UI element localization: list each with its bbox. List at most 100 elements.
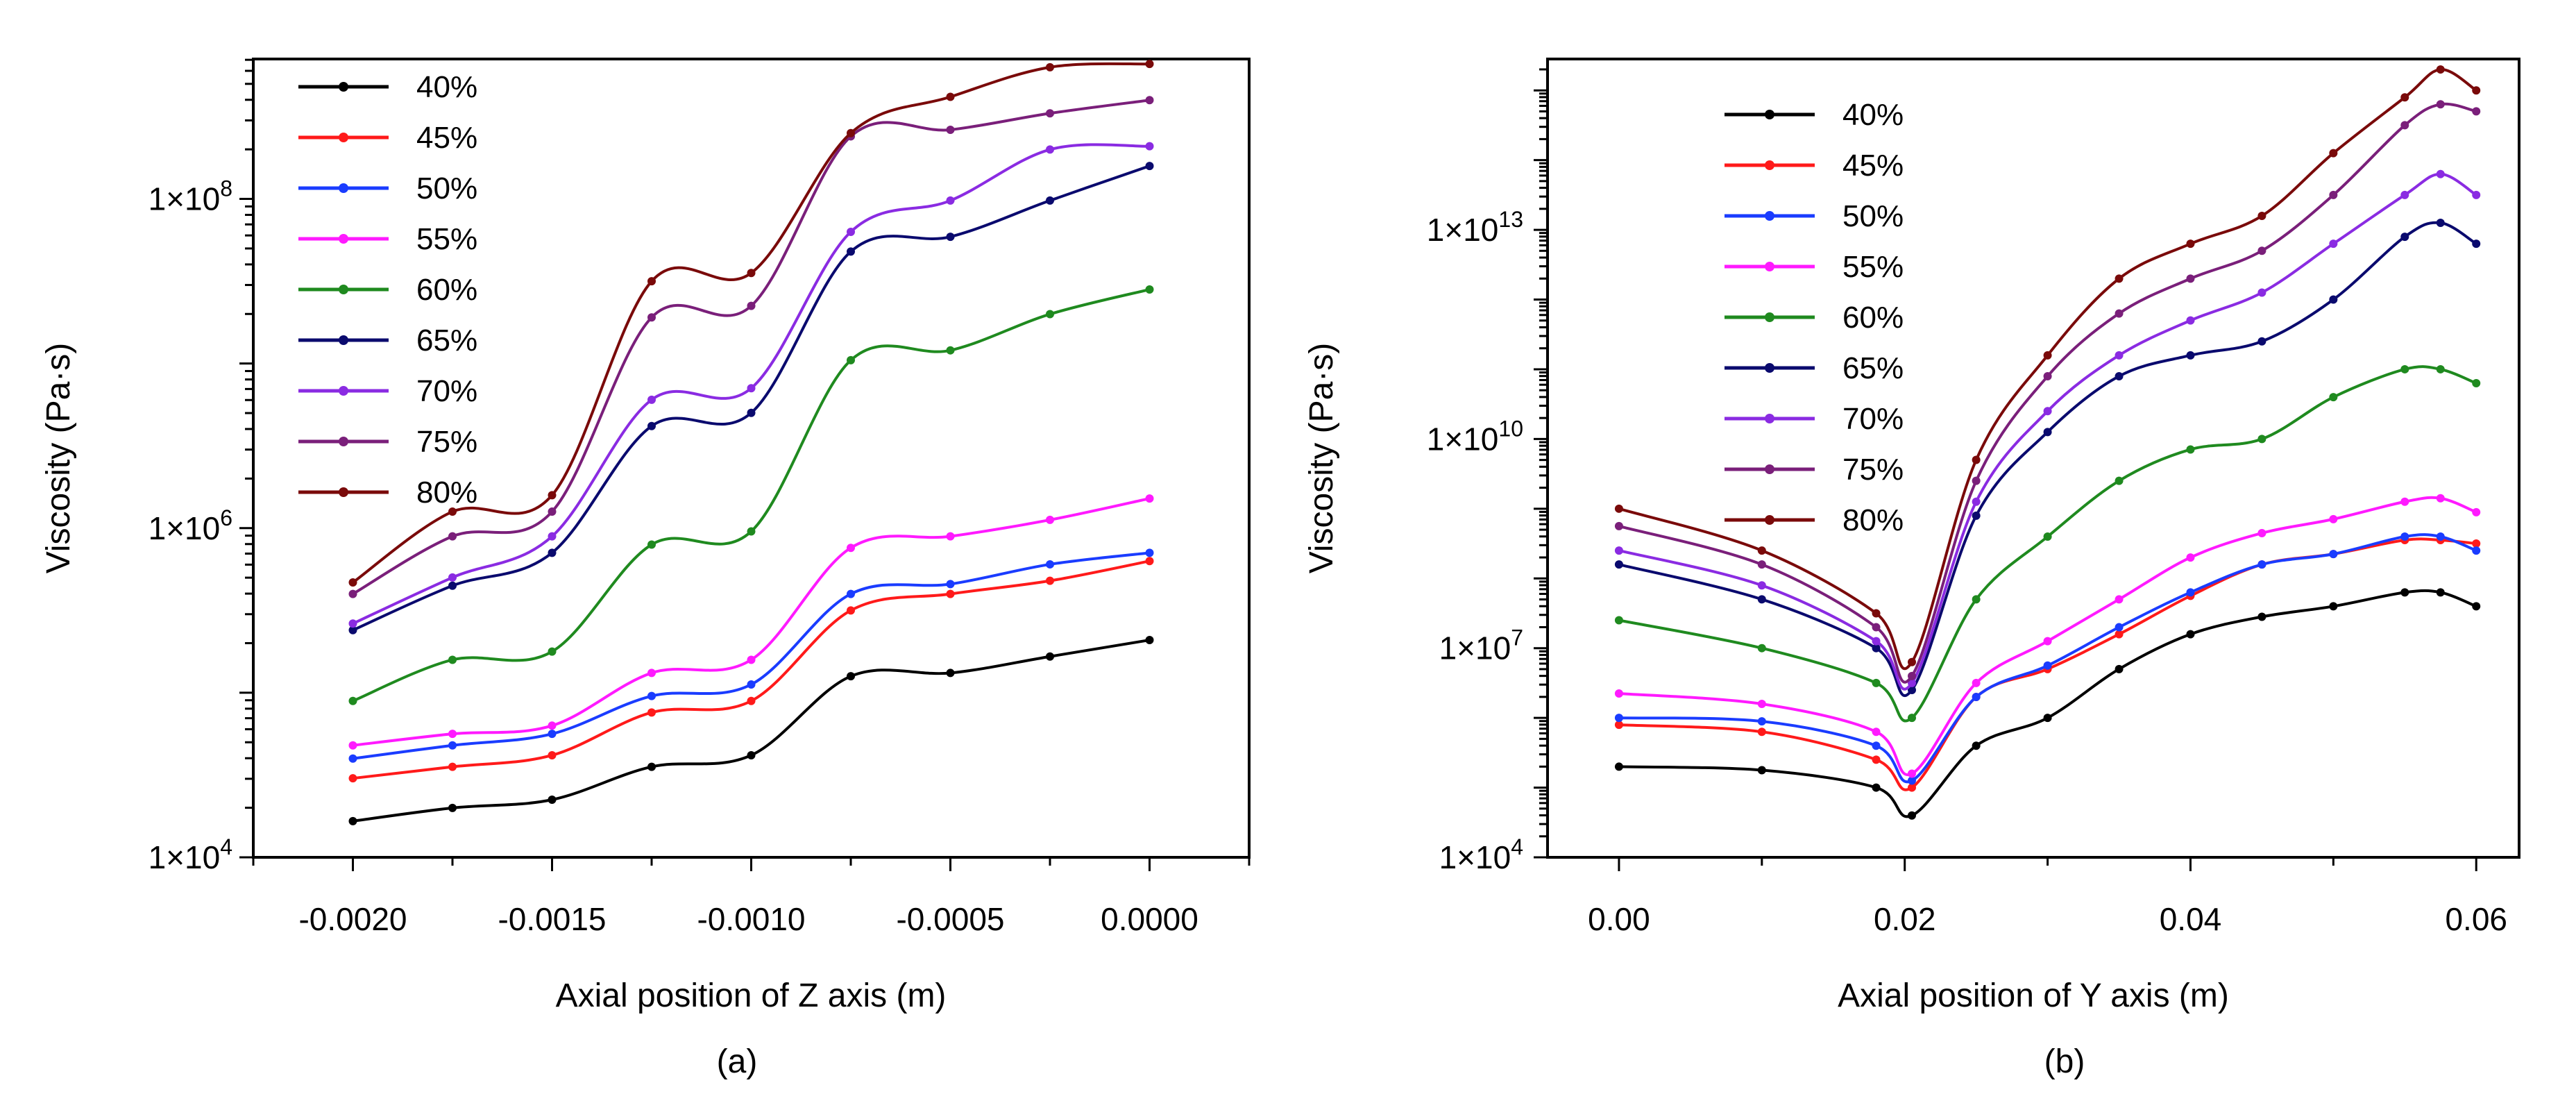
data-point-40pct [2436, 588, 2445, 597]
data-point-70pct [2472, 190, 2481, 199]
data-point-80pct [2186, 239, 2195, 249]
data-point-70pct [1046, 145, 1054, 154]
data-point-50pct [548, 730, 557, 739]
data-point-60pct [1046, 310, 1054, 319]
data-point-65pct [348, 625, 357, 634]
plot-frame-a [252, 58, 1251, 859]
data-point-70pct [448, 573, 457, 582]
data-point-55pct [2436, 494, 2445, 503]
data-point-50pct [1757, 717, 1766, 726]
data-point-80pct [1757, 546, 1766, 555]
legend-marker [1765, 363, 1774, 373]
series-line-60pct [1618, 365, 2477, 723]
data-point-65pct [747, 408, 756, 417]
legend-label: 45% [1842, 149, 1904, 183]
data-point-55pct [2472, 507, 2481, 516]
data-point-55pct [2257, 528, 2266, 537]
data-point-55pct [847, 544, 855, 553]
data-point-70pct [1872, 637, 1881, 646]
legend-marker [339, 82, 348, 92]
data-point-50pct [1908, 776, 1916, 785]
data-point-70pct [2043, 407, 2052, 416]
data-point-65pct [1972, 511, 1981, 520]
legend-marker [1765, 160, 1774, 170]
data-point-50pct [2329, 550, 2338, 559]
data-point-65pct [946, 233, 955, 242]
data-point-55pct [1757, 700, 1766, 709]
series-line-80pct [1618, 68, 2477, 670]
x-tick-label: 0.0000 [1101, 901, 1198, 937]
data-point-60pct [1757, 644, 1766, 653]
data-point-65pct [1614, 560, 1623, 569]
legend-label: 75% [1842, 453, 1904, 487]
data-point-45pct [946, 589, 955, 598]
data-point-50pct [2400, 532, 2409, 541]
panel-label-a: (a) [717, 1043, 758, 1080]
data-point-40pct [2257, 612, 2266, 621]
data-point-75pct [1614, 521, 1623, 530]
series-line-55pct [1618, 496, 2477, 777]
data-point-40pct [2400, 588, 2409, 597]
data-point-80pct [647, 277, 656, 286]
data-point-40pct [946, 668, 955, 678]
series-line-40pct [1618, 589, 2477, 818]
data-point-65pct [1046, 196, 1054, 205]
legend-marker [339, 437, 348, 446]
data-point-60pct [1614, 616, 1623, 625]
legend-marker [1765, 414, 1774, 423]
data-point-40pct [747, 750, 756, 759]
data-point-75pct [448, 532, 457, 541]
data-point-80pct [1972, 455, 1981, 464]
legend-marker [339, 234, 348, 244]
series-line-45pct [1618, 537, 2477, 791]
data-point-40pct [2186, 630, 2195, 639]
data-point-55pct [1972, 678, 1981, 687]
data-point-80pct [348, 578, 357, 587]
data-point-80pct [548, 491, 557, 500]
data-point-60pct [1908, 714, 1916, 723]
data-point-40pct [2043, 714, 2052, 723]
data-point-65pct [2186, 351, 2195, 360]
data-point-80pct [1872, 609, 1881, 618]
legend-label: 60% [416, 273, 477, 307]
legend-marker [339, 335, 348, 345]
data-point-40pct [1872, 783, 1881, 792]
data-point-55pct [747, 655, 756, 664]
data-point-40pct [1145, 636, 1154, 645]
data-point-60pct [2436, 364, 2445, 373]
data-point-65pct [1872, 644, 1881, 653]
x-axis-ticks-b: 0.00 0.02 0.04 0.06 [1588, 857, 2507, 937]
data-point-75pct [2472, 107, 2481, 116]
data-point-80pct [2436, 65, 2445, 74]
data-point-40pct [1046, 652, 1054, 661]
data-point-50pct [1872, 741, 1881, 750]
data-point-65pct [647, 421, 656, 430]
series-line-65pct [1618, 221, 2477, 697]
data-point-70pct [2436, 169, 2445, 178]
data-point-70pct [2257, 288, 2266, 297]
data-point-45pct [2115, 630, 2124, 639]
x-tick-label: 0.06 [2445, 901, 2507, 937]
panel-label-b: (b) [2044, 1043, 2085, 1080]
data-point-70pct [1908, 678, 1916, 687]
data-point-75pct [2436, 100, 2445, 109]
data-point-55pct [1908, 769, 1916, 778]
data-point-65pct [548, 548, 557, 557]
data-point-75pct [2115, 309, 2124, 318]
data-point-60pct [348, 696, 357, 705]
data-point-75pct [2257, 246, 2266, 255]
data-point-60pct [2472, 379, 2481, 388]
data-point-80pct [847, 128, 855, 137]
data-point-50pct [647, 691, 656, 700]
data-point-45pct [747, 696, 756, 705]
data-point-65pct [1757, 595, 1766, 604]
data-point-65pct [2329, 295, 2338, 304]
data-point-45pct [1614, 721, 1623, 730]
x-tick-label: -0.0005 [896, 901, 1004, 937]
data-point-40pct [2472, 602, 2481, 611]
data-point-70pct [2329, 239, 2338, 249]
data-point-80pct [2043, 351, 2052, 360]
y-tick-label: 1×104 [149, 834, 232, 875]
